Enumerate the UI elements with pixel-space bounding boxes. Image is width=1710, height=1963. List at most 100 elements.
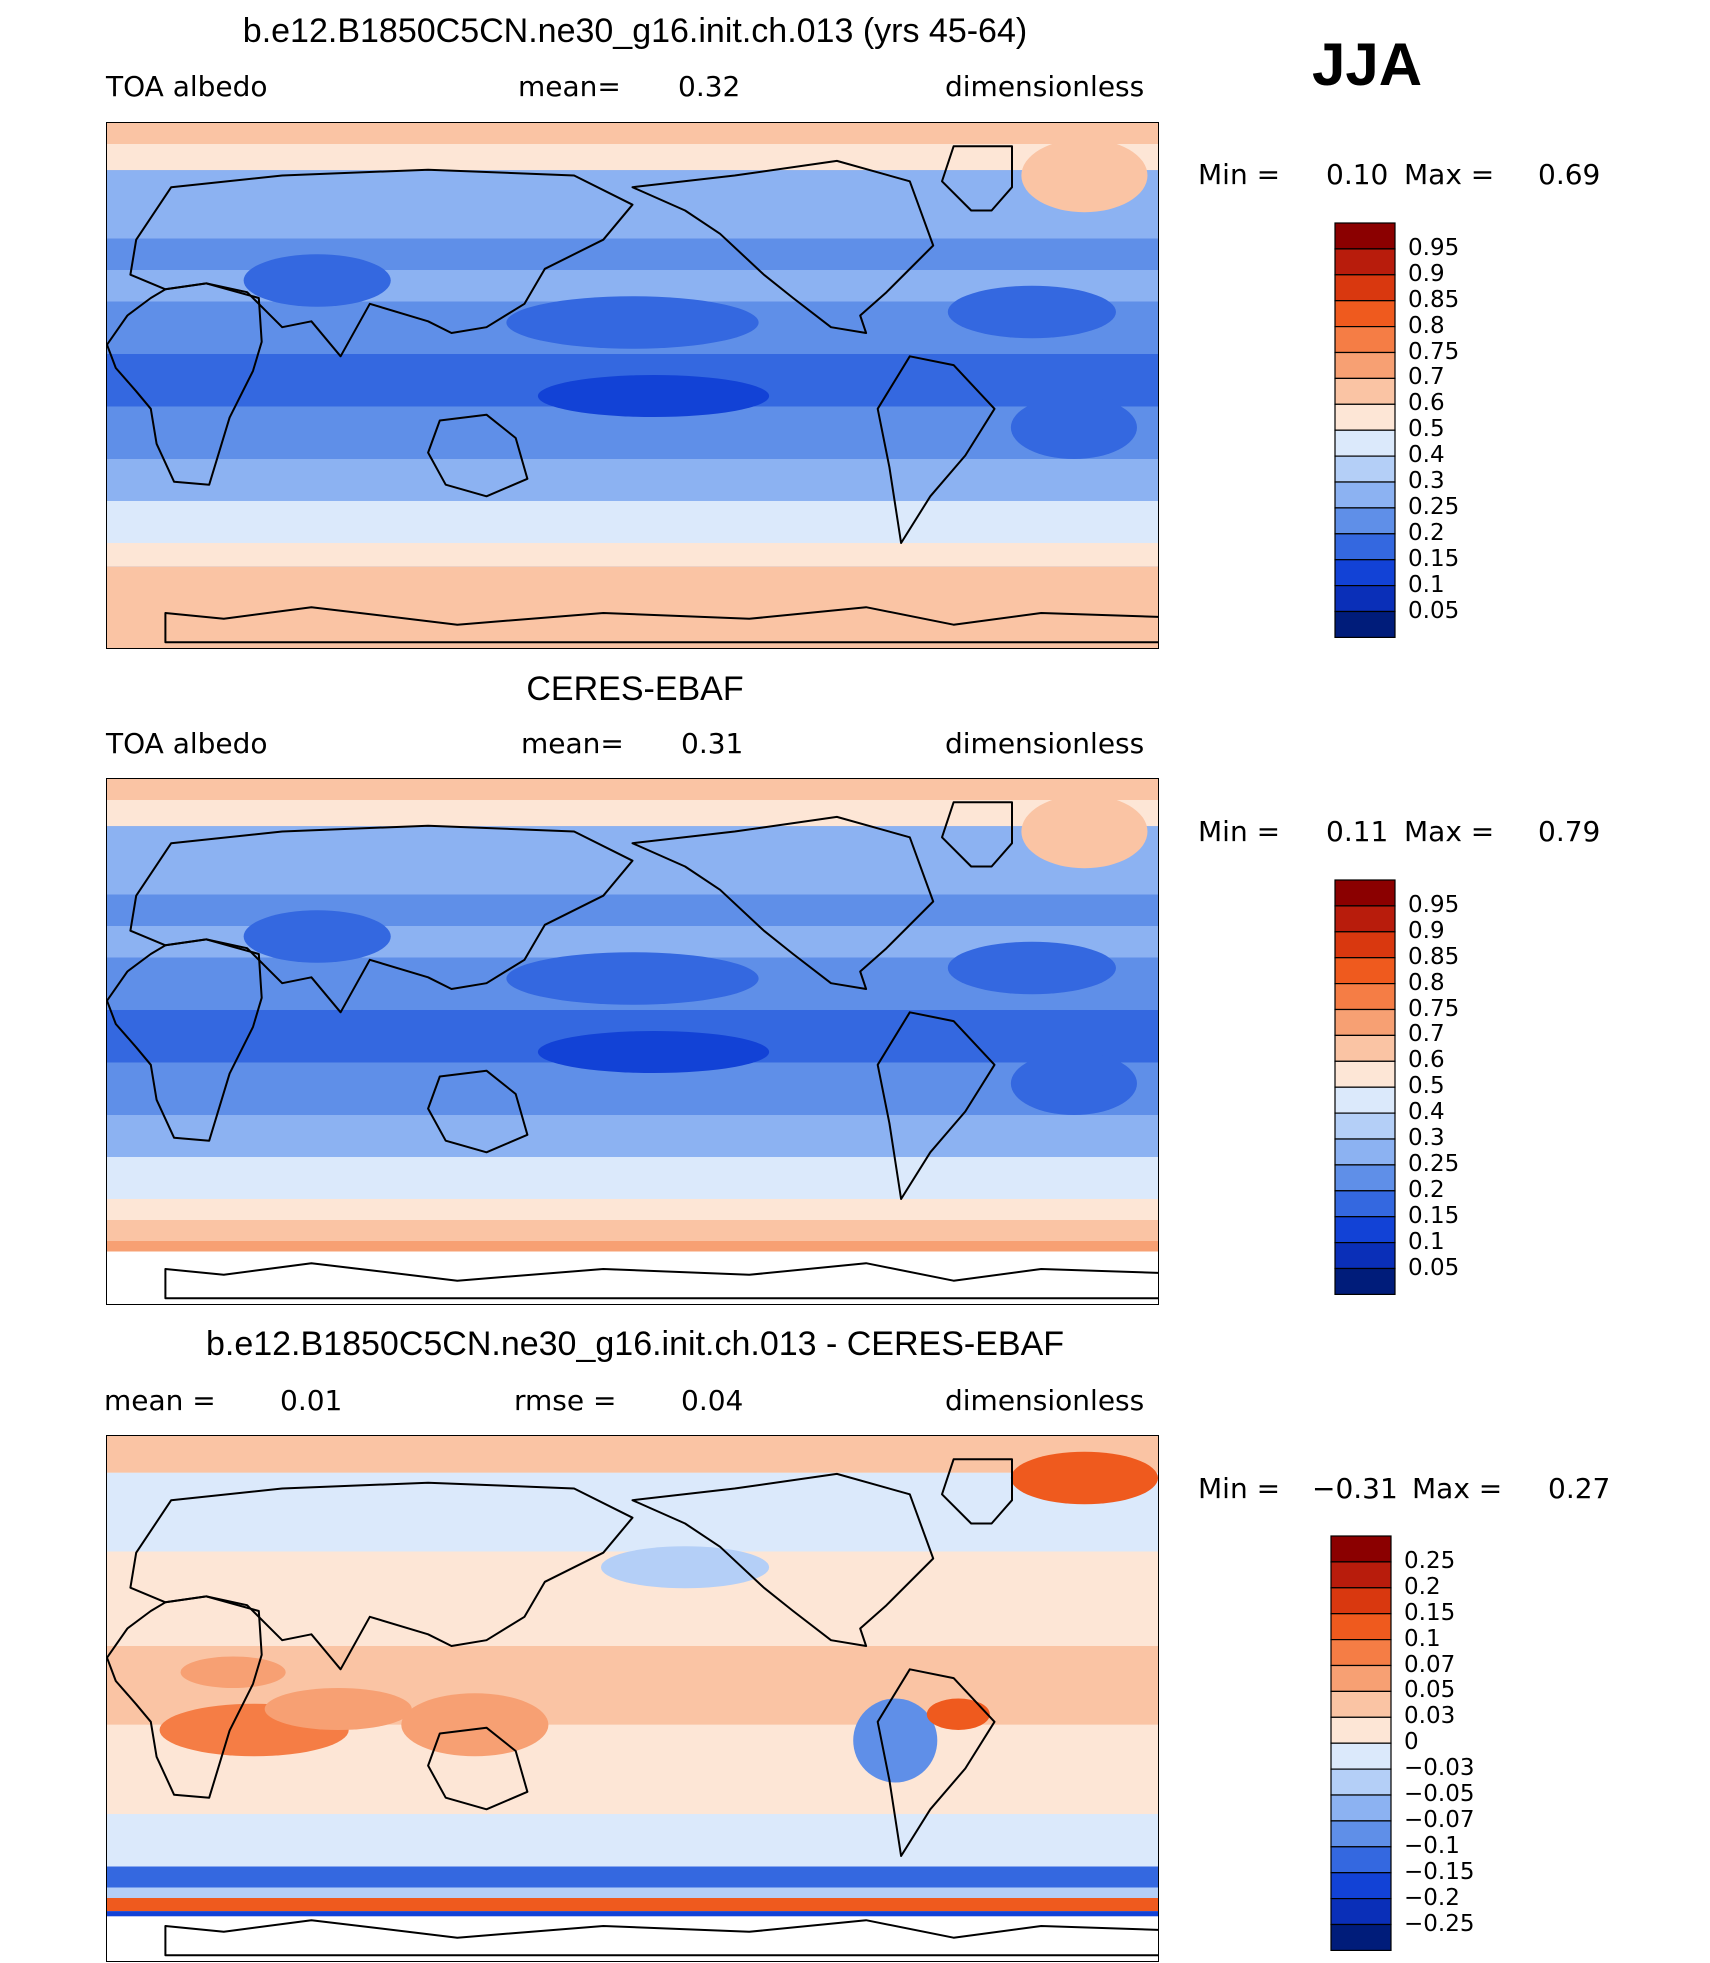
panel-3-map	[106, 1435, 1159, 1962]
colorbar-tick-label: −0.07	[1404, 1806, 1475, 1833]
colorbar-tick-label: 0.1	[1404, 1625, 1441, 1652]
colorbar-swatch	[1330, 1742, 1392, 1770]
map-field-feature	[243, 910, 391, 963]
colorbar-swatch	[1334, 931, 1396, 959]
colorbar-tick-label: 0.2	[1408, 519, 1445, 546]
map-field-feature	[1010, 1052, 1137, 1115]
colorbar-swatch	[1334, 403, 1396, 431]
colorbar-swatch	[1334, 1060, 1396, 1088]
map-field-feature	[600, 1546, 770, 1589]
coastline-australia	[427, 1726, 529, 1811]
map-field-band	[107, 543, 1158, 567]
map-field-feature	[506, 296, 759, 349]
map-field-band	[107, 1436, 1158, 1473]
coastline-namerica	[631, 815, 935, 990]
colorbar-swatch	[1334, 300, 1396, 328]
panel-3-min-label: Min =	[1198, 1472, 1281, 1505]
colorbar-swatch	[1334, 610, 1396, 638]
coastline-eurasia	[129, 168, 634, 358]
coastline-samerica	[876, 355, 996, 544]
colorbar-swatch	[1334, 1034, 1396, 1062]
panel-2-min-label: Min =	[1198, 815, 1281, 848]
coastline-greenland	[941, 145, 1013, 212]
panel-2-max-value: 0.79	[1538, 815, 1601, 848]
colorbar-swatch	[1334, 1138, 1396, 1166]
panel-1-min-value: 0.10	[1326, 158, 1389, 191]
panel-1-units: dimensionless	[945, 70, 1145, 103]
colorbar-swatch	[1334, 1086, 1396, 1114]
coastline-namerica	[631, 159, 935, 334]
panel-3-rmse-label: rmse =	[514, 1384, 617, 1417]
colorbar-swatch	[1334, 1164, 1396, 1192]
colorbar-swatch	[1334, 982, 1396, 1011]
colorbar-swatch	[1334, 1242, 1396, 1270]
map-field-band	[107, 1887, 1158, 1898]
coastline-antarctica	[164, 606, 1158, 644]
colorbar-swatch	[1330, 1820, 1392, 1848]
season-label: JJA	[1312, 31, 1423, 98]
colorbar-swatch	[1334, 377, 1396, 405]
panel-1-mean-label: mean=	[518, 70, 621, 103]
map-field-feature	[853, 1698, 938, 1783]
colorbar-swatch	[1334, 481, 1396, 509]
colorbar-swatch	[1334, 559, 1396, 587]
map-field-feature	[926, 1698, 990, 1730]
colorbar-swatch	[1330, 1613, 1392, 1641]
colorbar-swatch	[1330, 1872, 1392, 1900]
colorbar-tick-label: 0.9	[1408, 260, 1445, 287]
colorbar-tick-label: 0.2	[1404, 1573, 1441, 1600]
colorbar-tick-label: 0.95	[1408, 891, 1460, 918]
colorbar-swatch	[1330, 1664, 1392, 1692]
map-field-band	[107, 1898, 1158, 1912]
map-field-feature	[506, 952, 759, 1005]
colorbar-tick-label: 0	[1404, 1729, 1419, 1756]
map-field-band	[107, 1911, 1158, 1917]
colorbar-tick-label: 0.07	[1404, 1651, 1456, 1678]
panel-3-title: b.e12.B1850C5CN.ne30_g16.init.ch.013 - C…	[205, 1325, 1065, 1363]
colorbar-tick-label: 0.05	[1404, 1677, 1456, 1704]
colorbar-swatch	[1330, 1535, 1392, 1563]
coastline-australia	[427, 413, 529, 498]
map-field-band	[107, 779, 1158, 800]
coastline-africa	[107, 1595, 263, 1799]
colorbar-tick-label: 0.25	[1408, 493, 1460, 520]
colorbar-tick-label: −0.2	[1404, 1884, 1460, 1911]
panel-1-min-label: Min =	[1198, 158, 1281, 191]
colorbar-swatch	[1334, 533, 1396, 561]
panel-2-min-value: 0.11	[1326, 815, 1389, 848]
colorbar-tick-label: 0.75	[1408, 995, 1460, 1022]
colorbar-swatch	[1334, 222, 1396, 250]
map-field-feature	[401, 1693, 549, 1757]
colorbar-tick-label: 0.2	[1408, 1176, 1445, 1203]
colorbar-tick-label: −0.15	[1404, 1858, 1475, 1885]
panel-1-mean-value: 0.32	[678, 70, 741, 103]
colorbar-tick-label: 0.6	[1408, 1047, 1445, 1074]
colorbar-swatch	[1334, 248, 1396, 276]
panel-3-mean-value: 0.01	[280, 1384, 343, 1417]
panel-2-units: dimensionless	[945, 727, 1145, 760]
colorbar-swatch	[1334, 1112, 1396, 1140]
map-field-band	[107, 1115, 1158, 1157]
colorbar-tick-label: 0.8	[1408, 312, 1445, 339]
colorbar-tick-label: 0.3	[1408, 1125, 1445, 1151]
colorbar-tick-label: 0.5	[1408, 416, 1445, 443]
colorbar-swatch	[1330, 1690, 1392, 1718]
map-field-feature	[1021, 138, 1148, 213]
coastline-antarctica	[164, 1919, 1158, 1957]
colorbar-swatch	[1330, 1846, 1392, 1874]
map-field-band	[107, 1866, 1158, 1888]
colorbar-tick-label: −0.25	[1404, 1910, 1475, 1937]
panel-2-variable: TOA albedo	[106, 727, 268, 760]
colorbar-swatch	[1334, 585, 1396, 613]
map-field-band	[107, 144, 1158, 171]
map-field-band	[107, 501, 1158, 543]
map-field-band	[107, 1472, 1158, 1552]
coastline-eurasia	[129, 824, 634, 1014]
map-field-band	[107, 1814, 1158, 1867]
panel-2-max-label: Max =	[1404, 815, 1495, 848]
colorbar-swatch	[1330, 1923, 1392, 1951]
colorbar-swatch	[1334, 1216, 1396, 1244]
colorbar-tick-label: 0.95	[1408, 234, 1460, 261]
colorbar-swatch	[1334, 905, 1396, 933]
map-field-band	[107, 566, 1158, 617]
